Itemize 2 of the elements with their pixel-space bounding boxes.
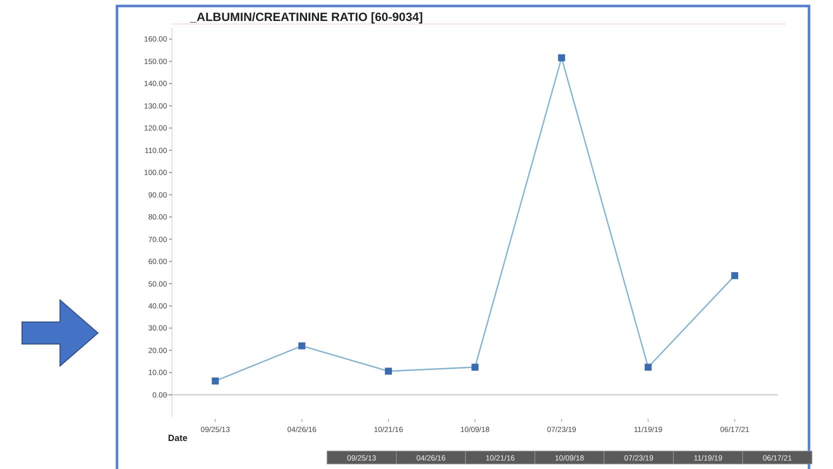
x-axis-title: Date [168, 433, 188, 443]
chart-title: _ALBUMIN/CREATININE RATIO [60-9034] [189, 10, 423, 24]
